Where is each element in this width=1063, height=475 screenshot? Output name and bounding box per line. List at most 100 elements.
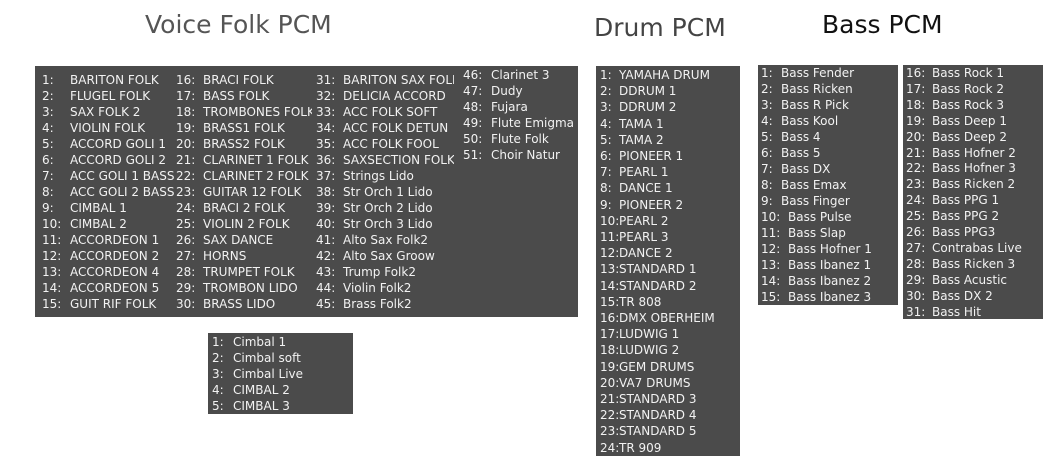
bass-list-item: 13: Bass Ibanez 1 — [761, 257, 896, 273]
item-name: ACCORDEON 2 — [70, 249, 160, 263]
item-number: 17: — [176, 89, 196, 103]
item-number: 5: — [761, 130, 773, 144]
voice-list-item: 39: Str Orch 2 Lido — [316, 200, 454, 216]
voice-list-item: 15: GUIT RIF FOLK — [42, 296, 174, 312]
item-number: 5: — [600, 132, 612, 147]
item-name: TR 909 — [619, 440, 662, 455]
item-name: Bass Hofner 3 — [932, 161, 1016, 176]
voice-list-item: 18: TROMBONES FOLK — [176, 104, 312, 120]
cimbal-list-item: 5: CIMBAL 3 — [212, 398, 350, 414]
item-name: Bass Finger — [781, 194, 850, 208]
item-name: ACC GOLI 1 BASS — [70, 169, 174, 183]
item-number: 22: — [176, 169, 196, 183]
drum-list-item: 1: YAMAHA DRUM — [600, 67, 738, 83]
bass-list-item: 15: Bass Ibanez 3 — [761, 289, 896, 305]
item-number: 11: — [42, 233, 62, 247]
item-number: 9: — [600, 197, 612, 212]
voice-list-item: 49: Flute Emigma — [463, 115, 575, 131]
item-name: Bass DX 2 — [932, 288, 993, 303]
item-name: DANCE 1 — [619, 181, 673, 196]
drum-list-item: 15: TR 808 — [600, 294, 738, 310]
item-name: CIMBAL 3 — [233, 399, 290, 413]
voice-list-item: 36: SAXSECTION FOLK — [316, 152, 454, 168]
item-name: BASS FOLK — [203, 89, 270, 103]
item-number: 24: — [600, 440, 620, 455]
bass-list-item: 2: Bass Ricken — [761, 81, 896, 97]
cimbal-list-item: 1: Cimbal 1 — [212, 334, 350, 350]
item-name: CIMBAL 2 — [70, 217, 127, 231]
item-number: 14: — [42, 281, 62, 295]
voice-list-item: 27: HORNS — [176, 248, 312, 264]
item-name: Bass Fender — [781, 66, 855, 80]
drum-list-item: 10: PEARL 2 — [600, 213, 738, 229]
item-number: 48: — [463, 100, 483, 114]
bass-title: Bass PCM — [822, 10, 943, 39]
voice-list-item: 5: ACCORD GOLI 1 — [42, 136, 174, 152]
bass-list-item: 1: Bass Fender — [761, 65, 896, 81]
drum-list-item: 4: TAMA 1 — [600, 116, 738, 132]
item-number: 19: — [176, 121, 196, 135]
item-name: CLARINET 2 FOLK — [203, 169, 309, 183]
drum-list-item: 13: STANDARD 1 — [600, 261, 738, 277]
item-number: 8: — [761, 178, 773, 192]
item-name: FLUGEL FOLK — [70, 89, 151, 103]
voice-list-item: 16: BRACI FOLK — [176, 72, 312, 88]
item-number: 22: — [906, 161, 926, 176]
item-number: 30: — [176, 297, 196, 311]
item-number: 7: — [761, 162, 773, 176]
item-number: 20: — [600, 375, 620, 390]
voice-list-item: 37: Strings Lido — [316, 168, 454, 184]
voice-list-item: 9: CIMBAL 1 — [42, 200, 174, 216]
voice-list-item: 2: FLUGEL FOLK — [42, 88, 174, 104]
item-number: 37: — [316, 169, 336, 183]
drum-list-item: 2: DDRUM 1 — [600, 83, 738, 99]
item-name: BARITON FOLK — [70, 73, 159, 87]
bass-list-item: 23: Bass Ricken 2 — [906, 176, 1041, 192]
item-number: 47: — [463, 84, 483, 98]
item-number: 29: — [176, 281, 196, 295]
item-name: PIONEER 2 — [619, 197, 684, 212]
item-number: 42: — [316, 249, 336, 263]
item-number: 7: — [42, 169, 54, 183]
voice-list-item: 24: BRACI 2 FOLK — [176, 200, 312, 216]
item-number: 32: — [316, 89, 336, 103]
item-number: 41: — [316, 233, 336, 247]
item-name: CIMBAL 2 — [233, 383, 290, 397]
drum-list-item: 24: TR 909 — [600, 440, 738, 456]
item-name: PIONEER 1 — [619, 149, 684, 163]
item-name: SAX FOLK 2 — [70, 105, 141, 119]
cimbal-list-item: 2: Cimbal soft — [212, 350, 350, 366]
item-name: BRASS2 FOLK — [203, 137, 285, 151]
drum-list-item: 22: STANDARD 4 — [600, 407, 738, 423]
voice-list-item: 7: ACC GOLI 1 BASS — [42, 168, 174, 184]
item-number: 5: — [42, 137, 54, 151]
item-name: Choir Natur — [491, 148, 560, 162]
item-number: 26: — [176, 233, 196, 247]
item-name: BRASS1 FOLK — [203, 121, 285, 135]
bass-list-item: 30: Bass DX 2 — [906, 288, 1041, 304]
item-name: Bass Slap — [788, 226, 846, 240]
item-number: 30: — [906, 288, 926, 303]
item-name: BRASS LIDO — [203, 297, 276, 311]
item-name: Violin Folk2 — [343, 281, 412, 295]
item-number: 14: — [600, 278, 620, 293]
item-number: 4: — [600, 116, 612, 131]
item-name: Bass Rock 3 — [932, 97, 1005, 112]
item-name: TRUMPET FOLK — [203, 265, 295, 279]
item-name: DANCE 2 — [619, 246, 673, 261]
voice-list-item: 29: TROMBON LIDO — [176, 280, 312, 296]
cimbal-panel — [208, 333, 353, 414]
item-name: LUDWIG 1 — [619, 327, 680, 342]
voice-list-item: 13: ACCORDEON 4 — [42, 264, 174, 280]
item-number: 50: — [463, 132, 483, 146]
item-number: 8: — [42, 185, 54, 199]
item-number: 33: — [316, 105, 336, 119]
item-number: 1: — [761, 66, 773, 80]
item-number: 3: — [761, 98, 773, 112]
item-name: GUIT RIF FOLK — [70, 297, 157, 311]
item-number: 22: — [600, 408, 620, 423]
bass-list-item: 28: Bass Ricken 3 — [906, 256, 1041, 272]
item-name: ACCORDEON 4 — [70, 265, 160, 279]
item-name: PEARL 3 — [619, 230, 669, 244]
item-number: 18: — [600, 343, 620, 358]
